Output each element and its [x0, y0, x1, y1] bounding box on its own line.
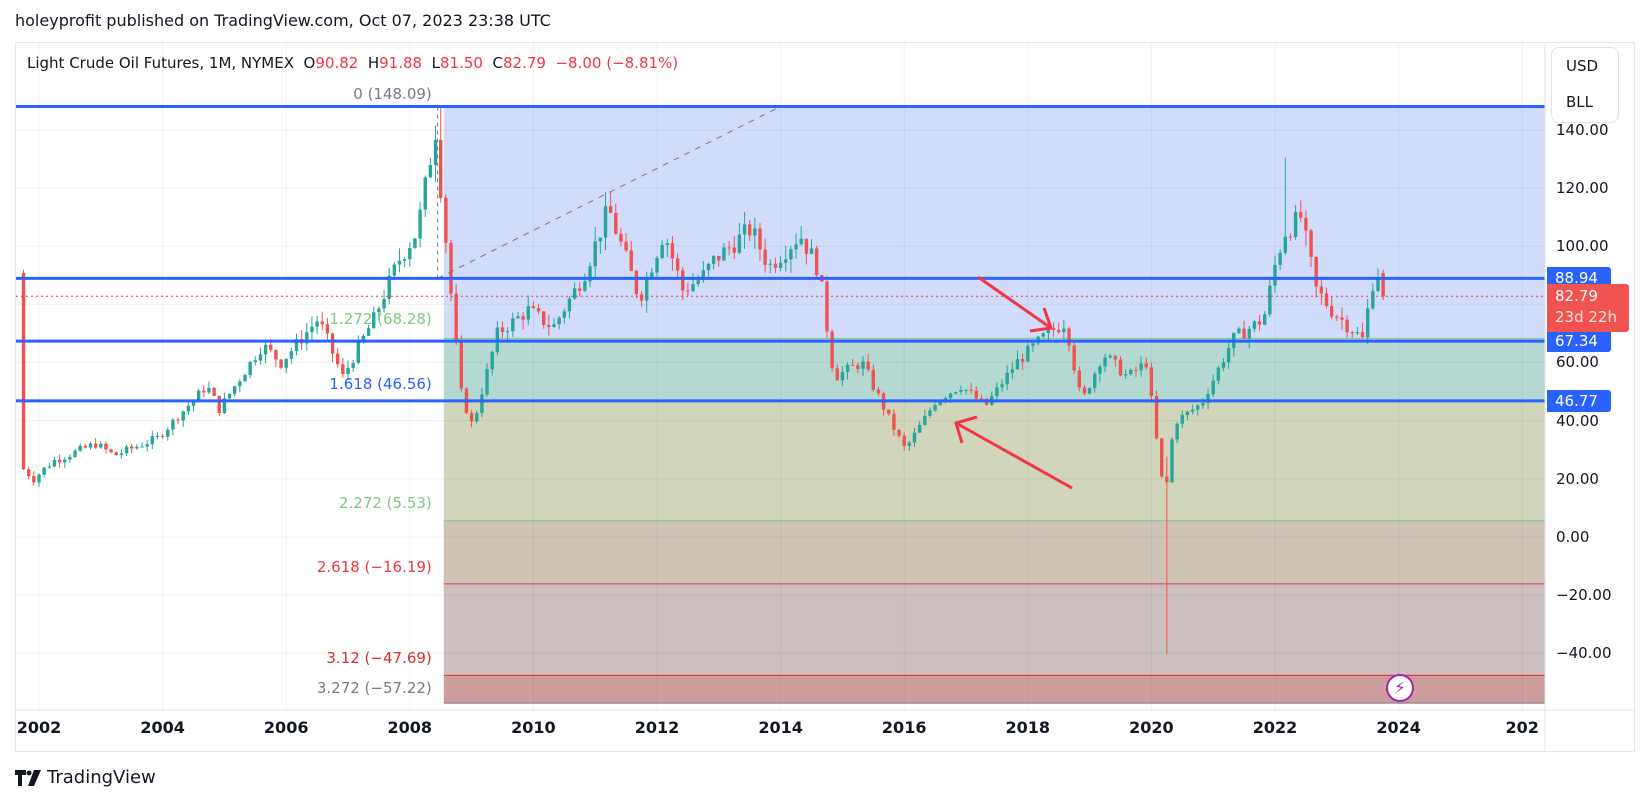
price-tick: 60.00	[1556, 353, 1599, 372]
time-tick: 2024	[1376, 718, 1421, 737]
fib-level-label: 3.12 (−47.69)	[326, 649, 432, 667]
fib-level-label: 3.272 (−57.22)	[316, 679, 432, 697]
price-line-tag[interactable]: 46.77	[1547, 389, 1611, 412]
unit-label[interactable]: BLL	[1566, 93, 1594, 111]
price-tick: 100.00	[1556, 237, 1609, 256]
fib-level-label: 2.618 (−16.19)	[316, 558, 432, 576]
close-value: 82.79	[502, 54, 546, 72]
time-tick: 202	[1505, 718, 1539, 737]
price-tick: −40.00	[1556, 644, 1612, 663]
currency-unit-selector[interactable]: USD BLL	[1551, 47, 1619, 123]
last-price-tag: 82.79 23d 22h	[1547, 284, 1629, 333]
symbol-title: Light Crude Oil Futures, 1M, NYMEX	[27, 54, 294, 72]
price-tick: −20.00	[1556, 585, 1612, 604]
tradingview-logo: TradingView	[15, 767, 156, 788]
low-value: 81.50	[440, 54, 483, 72]
fib-level-label: 1.272 (68.28)	[329, 310, 432, 328]
fib-level-label: 1.618 (46.56)	[329, 375, 432, 393]
publisher-caption: holeyprofit published on TradingView.com…	[15, 11, 551, 30]
price-line-tag[interactable]: 67.34	[1547, 330, 1611, 353]
bar-countdown: 23d 22h	[1555, 308, 1617, 327]
time-tick: 2016	[881, 718, 927, 737]
time-tick: 2018	[1005, 718, 1051, 737]
price-tick: 20.00	[1556, 469, 1599, 488]
brand-name: TradingView	[47, 767, 156, 788]
change-value: −8.00 (−8.81%)	[555, 54, 679, 72]
fib-level-label: 2.272 (5.53)	[338, 494, 432, 512]
tradingview-mark-icon	[15, 769, 41, 786]
lightning-event-icon[interactable]: ⚡	[1386, 674, 1414, 702]
time-tick: 2004	[140, 718, 185, 737]
high-value: 91.88	[379, 54, 423, 72]
time-tick: 2006	[263, 718, 309, 737]
symbol-legend: Light Crude Oil Futures, 1M, NYMEX O90.8…	[27, 54, 679, 72]
price-tick: 140.00	[1556, 121, 1609, 139]
time-tick: 2020	[1129, 718, 1174, 737]
currency-label[interactable]: USD	[1566, 57, 1599, 75]
time-tick: 2022	[1252, 718, 1298, 737]
time-tick: 2008	[387, 718, 433, 737]
chart-frame[interactable]	[15, 42, 1635, 752]
fib-level-label: 0 (148.09)	[353, 85, 432, 103]
time-tick: 2010	[511, 718, 556, 737]
time-tick: 2002	[16, 718, 62, 737]
time-tick: 2014	[758, 718, 803, 737]
time-tick: 2012	[634, 718, 680, 737]
last-price-value: 82.79	[1555, 287, 1598, 306]
price-line-tag[interactable]: 88.94	[1547, 267, 1611, 290]
price-tick: 120.00	[1556, 179, 1609, 198]
open-value: 90.82	[315, 54, 359, 72]
price-tick: 0.00	[1556, 527, 1590, 546]
price-tick: 40.00	[1556, 411, 1599, 430]
